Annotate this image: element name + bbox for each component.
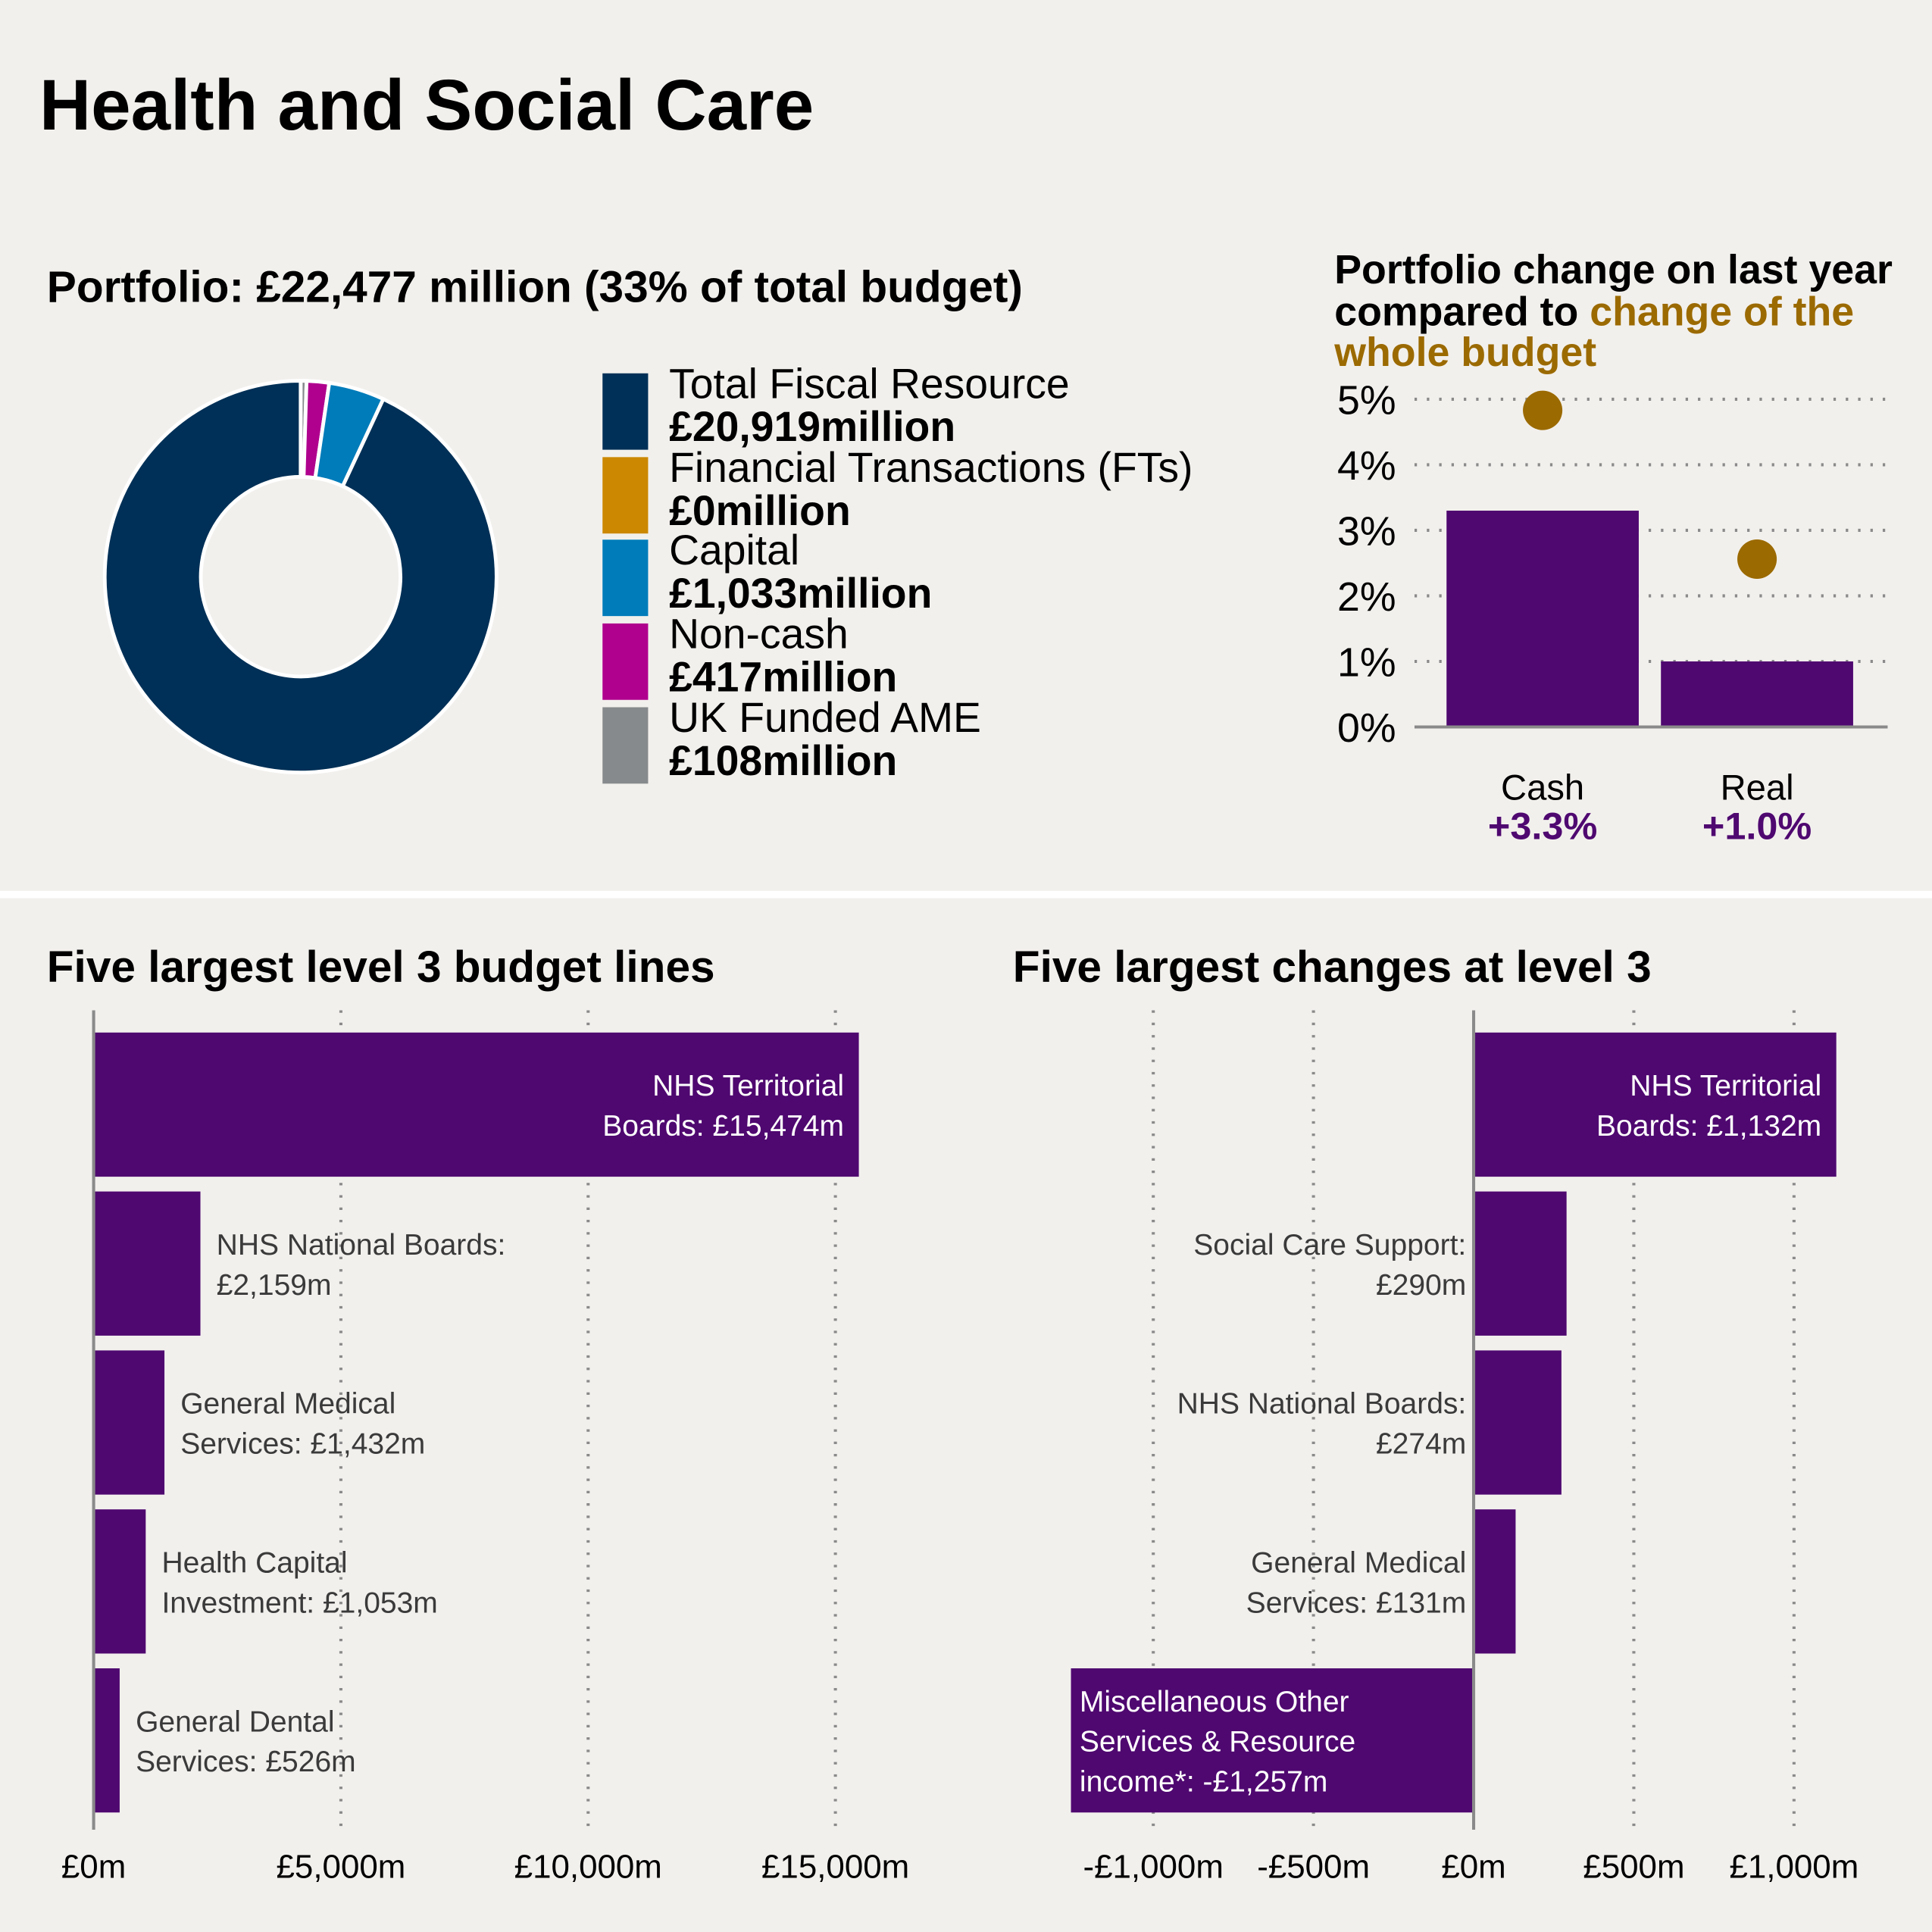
value-label: +1.0%	[1702, 804, 1812, 847]
bar	[1474, 1191, 1567, 1336]
bar	[1474, 1032, 1837, 1177]
bar-label-line: £2,159m	[217, 1269, 332, 1302]
legend-swatch	[602, 456, 649, 533]
bar-label: NHS National Boards: £274m	[1177, 1388, 1467, 1461]
bar-label: General Medical Services: £1,432m	[180, 1388, 425, 1461]
bar	[93, 1191, 201, 1336]
whole-budget-dot	[1523, 390, 1563, 430]
legend-swatch	[602, 539, 649, 617]
bar-label-line: Miscellaneous Other	[1080, 1686, 1349, 1718]
portfolio-change-chart: 0% 1% 2% 3% 4% 5% Cash+3.3% Real+1.0%	[1337, 377, 1888, 847]
legend-swatch	[602, 707, 649, 783]
legend-label: Total Fiscal Resource	[669, 361, 1070, 408]
bar-label-line: Services: £526m	[136, 1746, 356, 1778]
x-tick-label: £0m	[1441, 1848, 1505, 1885]
largest-changes-chart: -£1,000m -£500m £0m £500m £1,000m NHS Territo…	[1071, 1010, 1859, 1885]
bar-label: Social Care Support: £290m	[1193, 1229, 1466, 1302]
bar	[93, 1509, 146, 1654]
legend-item: Financial Transactions (FTs) £0million	[602, 447, 1243, 535]
largest-changes-heading: Five largest changes at level 3	[1012, 941, 1652, 993]
bar-label-line: Investment: £1,053m	[161, 1587, 437, 1619]
bar-label-line: NHS Territorial	[652, 1070, 844, 1102]
legend-item: UK Funded AME £108million	[602, 697, 1243, 785]
bar-label: NHS National Boards: £2,159m	[217, 1229, 506, 1302]
bar-label-line: Services: £131m	[1246, 1587, 1467, 1619]
bar	[93, 1350, 165, 1495]
x-tick-label: £500m	[1583, 1848, 1684, 1885]
legend-value: £108million	[669, 737, 898, 785]
x-tick-label: -£1,000m	[1083, 1848, 1223, 1885]
change-heading-main: Portfolio change on last year compared t…	[1334, 246, 1893, 333]
legend-label: Non-cash	[669, 611, 849, 658]
largest-lines-chart: £0m £5,000m £10,000m £15,000m NHS Territoria…	[61, 1010, 909, 1885]
change-heading: Portfolio change on last year compared t…	[1334, 249, 1913, 373]
x-tick-label: £5,000m	[277, 1848, 406, 1885]
bar-label-line: NHS National Boards:	[217, 1229, 506, 1261]
bar-label-line: £274m	[1376, 1428, 1466, 1461]
x-tick-label: £15,000m	[761, 1848, 909, 1885]
x-tick-label: £0m	[61, 1848, 126, 1885]
bar-label: NHS Territorial Boards: £1,132m	[1596, 1070, 1821, 1143]
legend-swatch	[602, 373, 649, 450]
bar-real	[1661, 661, 1853, 727]
bar-label-line: Health Capital	[161, 1547, 347, 1580]
whole-budget-dot	[1737, 539, 1777, 580]
bar-label: Miscellaneous Other Services & Resource in…	[1080, 1686, 1355, 1799]
bar-label-line: General Dental	[136, 1705, 334, 1738]
bar-label-line: income*: -£1,257m	[1080, 1766, 1327, 1799]
bar-label: General Medical Services: £131m	[1246, 1547, 1467, 1620]
legend-item: Total Fiscal Resource £20,919million	[602, 364, 1243, 452]
portfolio-heading: Portfolio: £22,477 million (33% of total…	[46, 261, 1023, 312]
y-tick-label: 4%	[1337, 443, 1396, 489]
legend-swatch	[602, 624, 649, 700]
y-tick-label: 2%	[1337, 574, 1396, 620]
value-label: +3.3%	[1488, 804, 1597, 847]
x-tick-label: £1,000m	[1729, 1848, 1859, 1885]
x-tick-label: -£500m	[1257, 1848, 1370, 1885]
bar-label-line: £290m	[1376, 1269, 1466, 1302]
section-divider	[0, 890, 1932, 899]
bar-label-line: NHS National Boards:	[1177, 1388, 1467, 1421]
bar-cash	[1446, 510, 1639, 727]
legend-value: £20,919million	[669, 404, 956, 452]
y-tick-label: 3%	[1337, 508, 1396, 554]
legend-value: £0million	[669, 487, 851, 535]
bar-label: Health Capital Investment: £1,053m	[161, 1547, 437, 1620]
bar-label-line: Boards: £1,132m	[1596, 1110, 1821, 1143]
legend-item: Capital £1,033million	[602, 530, 1243, 618]
bar-label-line: Social Care Support:	[1193, 1229, 1466, 1261]
legend-item: Non-cash £417million	[602, 614, 1243, 702]
bar	[93, 1668, 120, 1813]
category-label: Cash	[1501, 767, 1584, 807]
category-label: Real	[1721, 767, 1794, 807]
legend-label: UK Funded AME	[669, 694, 981, 742]
bar	[93, 1032, 859, 1177]
bar-label-line: Boards: £15,474m	[602, 1110, 844, 1143]
page-title: Health and Social Care	[39, 65, 814, 145]
portfolio-donut-chart	[102, 379, 499, 775]
y-tick-label: 0%	[1337, 705, 1396, 751]
legend-label: Financial Transactions (FTs)	[669, 444, 1193, 492]
bar-label: General Dental Services: £526m	[136, 1705, 356, 1778]
bar-label-line: NHS Territorial	[1630, 1070, 1821, 1102]
bar	[1474, 1509, 1516, 1654]
bar-label-line: General Medical	[1251, 1547, 1466, 1580]
bar-label-line: Services & Resource	[1080, 1726, 1355, 1758]
y-tick-label: 1%	[1337, 640, 1396, 686]
x-tick-label: £10,000m	[514, 1848, 662, 1885]
bar	[1474, 1350, 1562, 1495]
largest-lines-heading: Five largest level 3 budget lines	[46, 941, 715, 993]
y-tick-label: 5%	[1337, 377, 1396, 423]
legend-value: £1,033million	[669, 571, 933, 618]
bar-label-line: Services: £1,432m	[180, 1428, 425, 1461]
donut-slice-total-fiscal-resource	[102, 379, 499, 775]
bar-label-line: General Medical	[180, 1388, 395, 1421]
bar	[1071, 1668, 1474, 1813]
legend-value: £417million	[669, 654, 898, 702]
bar-label: NHS Territorial Boards: £15,474m	[602, 1070, 844, 1143]
legend-label: Capital	[669, 527, 800, 575]
change-heading-highlight: change of the whole budget	[1334, 287, 1855, 375]
